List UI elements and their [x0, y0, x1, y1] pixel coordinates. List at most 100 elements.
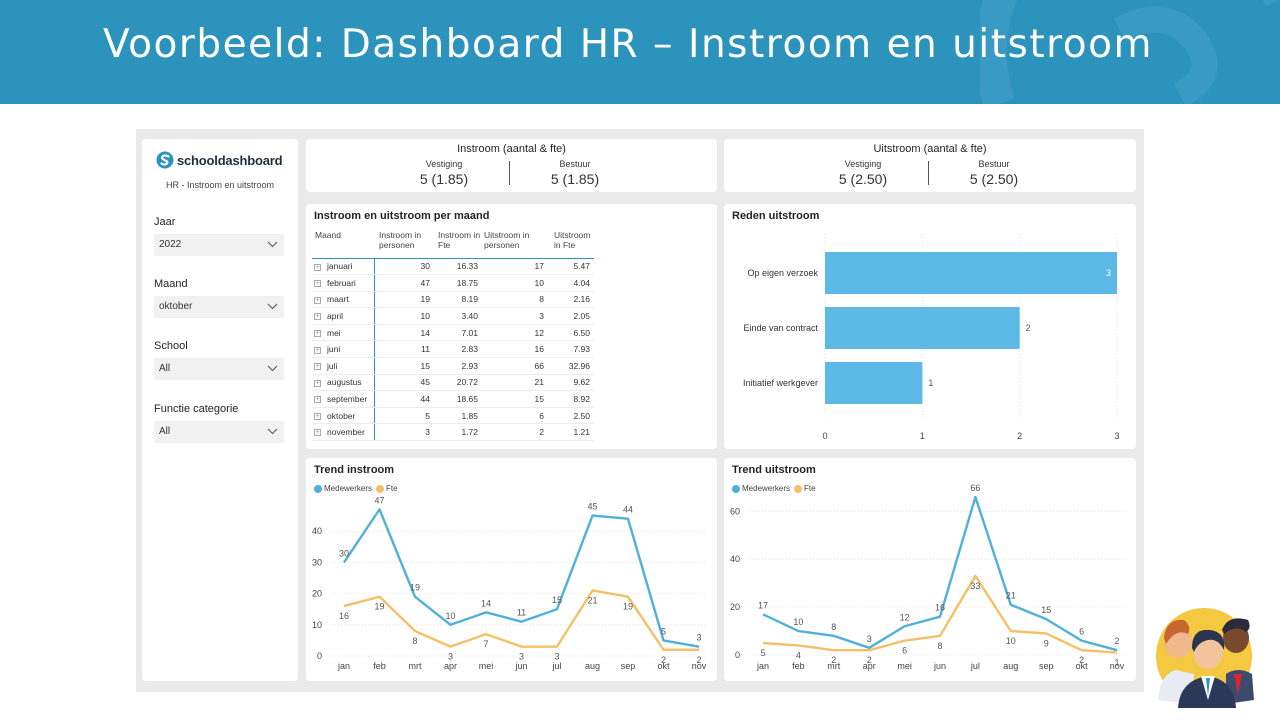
- maand-dropdown[interactable]: oktober: [154, 296, 284, 318]
- reden-uitstroom-chart: 0 1 2 3 Op eigen verzoek 3 Einde van contract 2…: [743, 234, 1120, 441]
- data-label: 2: [1114, 636, 1119, 646]
- value-cell: 2.16: [548, 291, 594, 309]
- legend-label: Medewerkers: [742, 484, 791, 493]
- x-tick-label: feb: [792, 661, 805, 671]
- kpi-value: 5 (1.85): [550, 171, 600, 187]
- column-header[interactable]: Uitstroom in personen: [482, 228, 548, 259]
- kpi-bestuur: Bestuur 5 (1.85): [525, 159, 625, 187]
- month-label: oktober: [327, 410, 356, 421]
- value-cell: 10: [482, 274, 548, 292]
- data-label: 4: [796, 650, 801, 660]
- month-cell: + juli: [312, 357, 375, 375]
- jaar-dropdown[interactable]: 2022: [154, 234, 284, 256]
- column-header[interactable]: Instroom in Fte: [434, 228, 482, 259]
- expand-icon[interactable]: +: [314, 396, 321, 404]
- functie-categorie-dropdown[interactable]: All: [154, 421, 284, 443]
- column-header[interactable]: Instroom in personen: [374, 228, 434, 259]
- expand-icon[interactable]: +: [314, 329, 321, 337]
- value-cell: 2.50: [548, 407, 594, 425]
- table-row[interactable]: + september 44 18.65 15 8.92: [312, 390, 594, 408]
- chevron-down-icon: [267, 428, 278, 435]
- kpi-bestuur: Bestuur 5 (2.50): [944, 159, 1044, 187]
- slicer-maand: Maand oktober: [154, 278, 284, 318]
- data-label: 17: [758, 600, 768, 610]
- data-label: 7: [483, 639, 488, 649]
- table-row[interactable]: + november 3 1.72 2 1.21: [312, 423, 594, 442]
- table-row[interactable]: + februari 47 18.75 10 4.04: [312, 274, 594, 292]
- slicer-school: School All: [154, 340, 284, 380]
- value-cell: 15: [374, 357, 434, 375]
- logo: schooldashboard: [156, 151, 283, 169]
- x-tick-label: jul: [551, 661, 561, 671]
- month-cell: + april: [312, 307, 375, 325]
- legend-dot-medewerkers: [732, 484, 740, 493]
- table-row[interactable]: + januari 30 16.33 17 5.47: [312, 258, 594, 276]
- kpi-label: Vestiging: [844, 159, 882, 169]
- value-cell: 17: [482, 258, 548, 276]
- month-cell: + oktober: [312, 407, 375, 425]
- value-cell: 3: [482, 307, 548, 325]
- value-cell: 6.50: [548, 324, 594, 342]
- data-label: 47: [374, 495, 384, 505]
- value-cell: 2.05: [548, 307, 594, 325]
- data-label: 15: [552, 595, 562, 605]
- table-row[interactable]: + maart 19 8.19 8 2.16: [312, 291, 594, 309]
- x-tick-label: jul: [970, 661, 980, 671]
- expand-icon[interactable]: +: [314, 263, 321, 271]
- expand-icon[interactable]: +: [314, 296, 321, 304]
- report-subtitle: HR - Instroom en uitstroom: [166, 180, 275, 190]
- bar: [825, 307, 1020, 349]
- value-cell: 18.75: [434, 274, 482, 292]
- slicer-label: School: [154, 340, 188, 352]
- table-row[interactable]: + juni 11 2.83 16 7.93: [312, 340, 594, 359]
- data-label: 3: [448, 652, 453, 662]
- y-tick-label: 20: [312, 589, 322, 599]
- table-row[interactable]: + april 10 3.40 3 2.05: [312, 307, 594, 325]
- data-label: 1: [1114, 658, 1119, 668]
- month-label: juli: [327, 360, 338, 371]
- data-label: 6: [1079, 627, 1084, 637]
- column-header[interactable]: Uitstroom in Fte: [548, 228, 594, 259]
- expand-icon[interactable]: +: [314, 280, 321, 288]
- column-header[interactable]: Maand: [312, 228, 374, 259]
- month-cell: + november: [312, 423, 375, 442]
- chart-title: Trend instroom: [314, 464, 395, 476]
- y-tick-label: 40: [730, 554, 740, 564]
- expand-icon[interactable]: +: [314, 346, 321, 354]
- value-cell: 5: [374, 407, 434, 425]
- y-tick-label: 10: [312, 620, 322, 630]
- expand-icon[interactable]: +: [314, 379, 321, 387]
- kpi-divider: [928, 161, 929, 185]
- data-label: 16: [935, 603, 945, 613]
- expand-icon[interactable]: +: [314, 412, 321, 420]
- table-row[interactable]: + juli 15 2.93 66 32.96: [312, 357, 594, 375]
- data-label: 14: [481, 598, 491, 608]
- y-tick-label: 0: [735, 650, 740, 660]
- kpi-title: Uitstroom (aantal & fte): [873, 143, 987, 155]
- value-cell: 7.93: [548, 340, 594, 359]
- table-row[interactable]: + mei 14 7.01 12 6.50: [312, 324, 594, 342]
- data-label: 1: [928, 378, 933, 388]
- school-dropdown[interactable]: All: [154, 358, 284, 380]
- data-label: 6: [902, 646, 907, 656]
- expand-icon[interactable]: +: [314, 363, 321, 371]
- value-cell: 18.65: [434, 390, 482, 408]
- expand-icon[interactable]: +: [314, 313, 321, 321]
- value-cell: 45: [374, 374, 434, 392]
- table-row[interactable]: + augustus 45 20.72 21 9.62: [312, 374, 594, 392]
- dropdown-value: 2022: [159, 239, 182, 250]
- data-label: 2: [831, 655, 836, 665]
- table-row[interactable]: + oktober 5 1.85 6 2.50: [312, 407, 594, 425]
- x-tick-label: jan: [756, 661, 769, 671]
- month-label: mei: [327, 327, 341, 338]
- expand-icon[interactable]: +: [314, 429, 321, 437]
- slicer-functie-categorie: Functie categorie All: [154, 403, 284, 443]
- bar: [825, 362, 923, 404]
- kpi-vestiging: Vestiging 5 (2.50): [813, 159, 913, 187]
- value-cell: 8: [482, 291, 548, 309]
- value-cell: 19: [374, 291, 434, 309]
- value-cell: 14: [374, 324, 434, 342]
- month-cell: + februari: [312, 274, 375, 292]
- dropdown-value: oktober: [159, 301, 193, 312]
- value-cell: 4.04: [548, 274, 594, 292]
